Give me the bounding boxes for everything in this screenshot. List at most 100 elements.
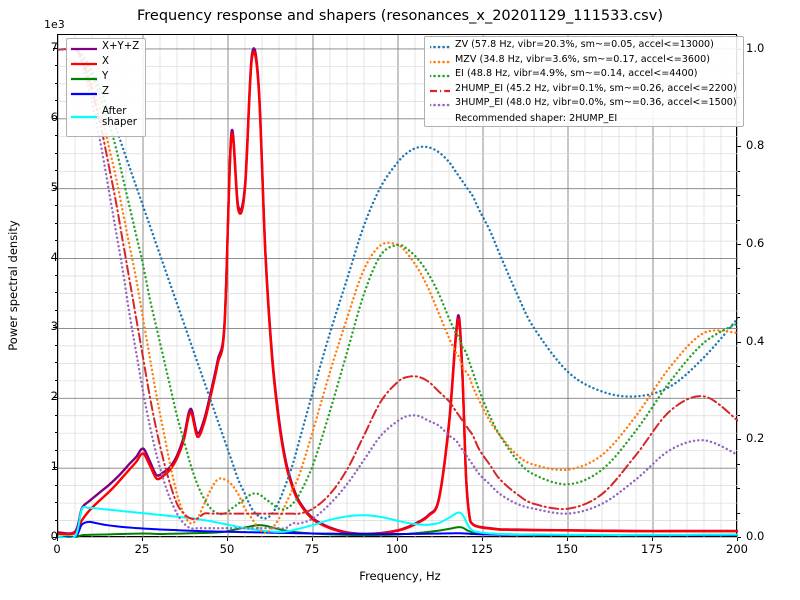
legend-shapers[interactable]: ZV (57.8 Hz, vibr=20.3%, sm~=0.05, accel…: [424, 36, 744, 128]
legend-item-label: ZV (57.8 Hz, vibr=20.3%, sm~=0.05, accel…: [455, 39, 714, 50]
legend-item-label: X: [102, 56, 109, 67]
legend-line-sample: [428, 45, 452, 49]
y-tick-mark-left: [53, 117, 57, 119]
series-zv: [58, 48, 738, 520]
legend-item-label: EI (48.8 Hz, vibr=4.9%, sm~=0.14, accel<…: [455, 68, 698, 79]
y-axis-exponent-label: 1e3: [44, 18, 65, 31]
y-minor-tick-left: [54, 222, 57, 224]
y-tick-mark-left: [53, 187, 57, 189]
y-minor-tick-right: [737, 195, 740, 197]
y-minor-tick-left: [54, 379, 57, 381]
series-2hump-ei: [58, 47, 738, 521]
y-tick-mark-right: [737, 439, 741, 441]
y-minor-tick-left: [54, 65, 57, 67]
y-axis-right-label-wrap: Shaper vibration reduction (ratio): [775, 34, 795, 537]
x-tick-label: 50: [219, 542, 235, 556]
chart-title: Frequency response and shapers (resonanc…: [137, 8, 663, 24]
legend-item-zv[interactable]: ZV (57.8 Hz, vibr=20.3%, sm~=0.05, accel…: [428, 39, 737, 55]
x-tick-label: 0: [53, 542, 61, 556]
y-minor-tick-left: [54, 362, 57, 364]
y-minor-tick-left: [54, 502, 57, 504]
y-tick-mark-left: [53, 537, 57, 538]
y-tick-label-left: 7: [50, 39, 58, 54]
x-tick-mark: [482, 537, 483, 541]
x-tick-label: 125: [471, 542, 493, 556]
y-minor-tick-right: [737, 170, 740, 172]
y-minor-tick-right: [737, 414, 740, 416]
y-tick-mark-left: [53, 467, 57, 469]
x-tick-label: 200: [726, 542, 748, 556]
y-tick-mark-left: [53, 257, 57, 259]
y-minor-tick-left: [54, 414, 57, 416]
series-mzv: [58, 47, 738, 535]
x-tick-mark: [397, 537, 398, 541]
series-after-shaper: [58, 505, 738, 538]
x-tick-label: 175: [641, 542, 663, 556]
y-minor-tick-left: [54, 449, 57, 451]
y-minor-tick-right: [737, 463, 740, 465]
legend-line-sample: [71, 77, 97, 81]
y-axis-right-label: Shaper vibration reduction (ratio): [795, 34, 800, 537]
legend-item-z[interactable]: Z: [71, 86, 139, 102]
x-tick-mark: [227, 537, 228, 541]
x-tick-label: 150: [556, 542, 578, 556]
legend-swatch-icon: [71, 72, 97, 86]
legend-line-sample: [428, 60, 452, 63]
legend-axes[interactable]: X+Y+Z X Y Z After shaper: [66, 38, 147, 137]
y-minor-tick-right: [737, 268, 740, 270]
legend-line-sample: [71, 115, 97, 119]
x-tick-mark: [737, 537, 738, 541]
legend-swatch-icon: [71, 57, 97, 71]
recommended-shaper-note: Recommended shaper: 2HUMP_EI: [455, 112, 618, 124]
legend-item-x[interactable]: X: [71, 56, 139, 72]
legend-item-3hump-ei[interactable]: 3HUMP_EI (48.0 Hz, vibr=0.0%, sm~=0.36, …: [428, 98, 737, 113]
legend-line-sample: [430, 89, 450, 92]
y-tick-label-left: 2: [50, 389, 58, 404]
y-minor-tick-left: [54, 240, 57, 242]
y-tick-mark-right: [737, 146, 741, 148]
y-tick-label-right: 0.8: [746, 138, 765, 153]
legend-swatch-icon: [428, 40, 452, 53]
data-layer: [58, 47, 738, 538]
x-tick-label: 25: [134, 542, 150, 556]
legend-item-label: 2HUMP_EI (45.2 Hz, vibr=0.1%, sm~=0.26, …: [455, 82, 737, 94]
y-minor-tick-right: [737, 512, 740, 514]
y-minor-tick-right: [737, 292, 740, 294]
x-tick-label: 100: [386, 542, 408, 556]
y-tick-label-right: 0.2: [746, 431, 765, 446]
legend-item-label: MZV (34.8 Hz, vibr=3.6%, sm~=0.17, accel…: [455, 53, 710, 65]
y-tick-mark-right: [737, 341, 741, 343]
legend-item-y[interactable]: Y: [71, 71, 139, 87]
y-minor-tick-left: [54, 205, 57, 207]
series-3hump-ei: [58, 47, 738, 530]
y-minor-tick-left: [54, 100, 57, 102]
legend-line-sample: [428, 74, 452, 78]
x-tick-mark: [57, 537, 58, 541]
x-tick-mark: [142, 537, 143, 541]
y-minor-tick-right: [737, 366, 740, 368]
legend-item-2hump-ei[interactable]: 2HUMP_EI (45.2 Hz, vibr=0.1%, sm~=0.26, …: [430, 82, 737, 99]
legend-swatch-icon: [71, 87, 97, 101]
legend-line-sample: [71, 62, 97, 66]
legend-line-sample: [428, 103, 452, 107]
legend-item-label: Y: [102, 71, 109, 82]
legend-item-x-y-z[interactable]: X+Y+Z: [71, 41, 139, 57]
legend-item-mzv[interactable]: MZV (34.8 Hz, vibr=3.6%, sm~=0.17, accel…: [428, 53, 737, 70]
legend-swatch-icon: [428, 55, 452, 68]
legend-item-after-shaper[interactable]: After shaper: [71, 102, 139, 132]
y-tick-label-left: 5: [50, 179, 58, 194]
y-tick-mark-right: [737, 537, 741, 538]
y-tick-label-left: 0: [50, 529, 58, 543]
legend-swatch-icon: [71, 110, 97, 124]
legend-swatch-icon: [71, 42, 97, 56]
legend-line-sample: [71, 47, 97, 51]
y-minor-tick-left: [54, 432, 57, 434]
y-minor-tick-left: [54, 82, 57, 84]
y-tick-label-left: 1: [50, 459, 58, 474]
series-ei: [58, 48, 738, 516]
x-axis-label: Frequency, Hz: [359, 569, 441, 583]
legend-item-ei[interactable]: EI (48.8 Hz, vibr=4.9%, sm~=0.14, accel<…: [428, 68, 737, 84]
y-minor-tick-left: [54, 135, 57, 137]
y-minor-tick-left: [54, 344, 57, 346]
y-minor-tick-left: [54, 152, 57, 154]
